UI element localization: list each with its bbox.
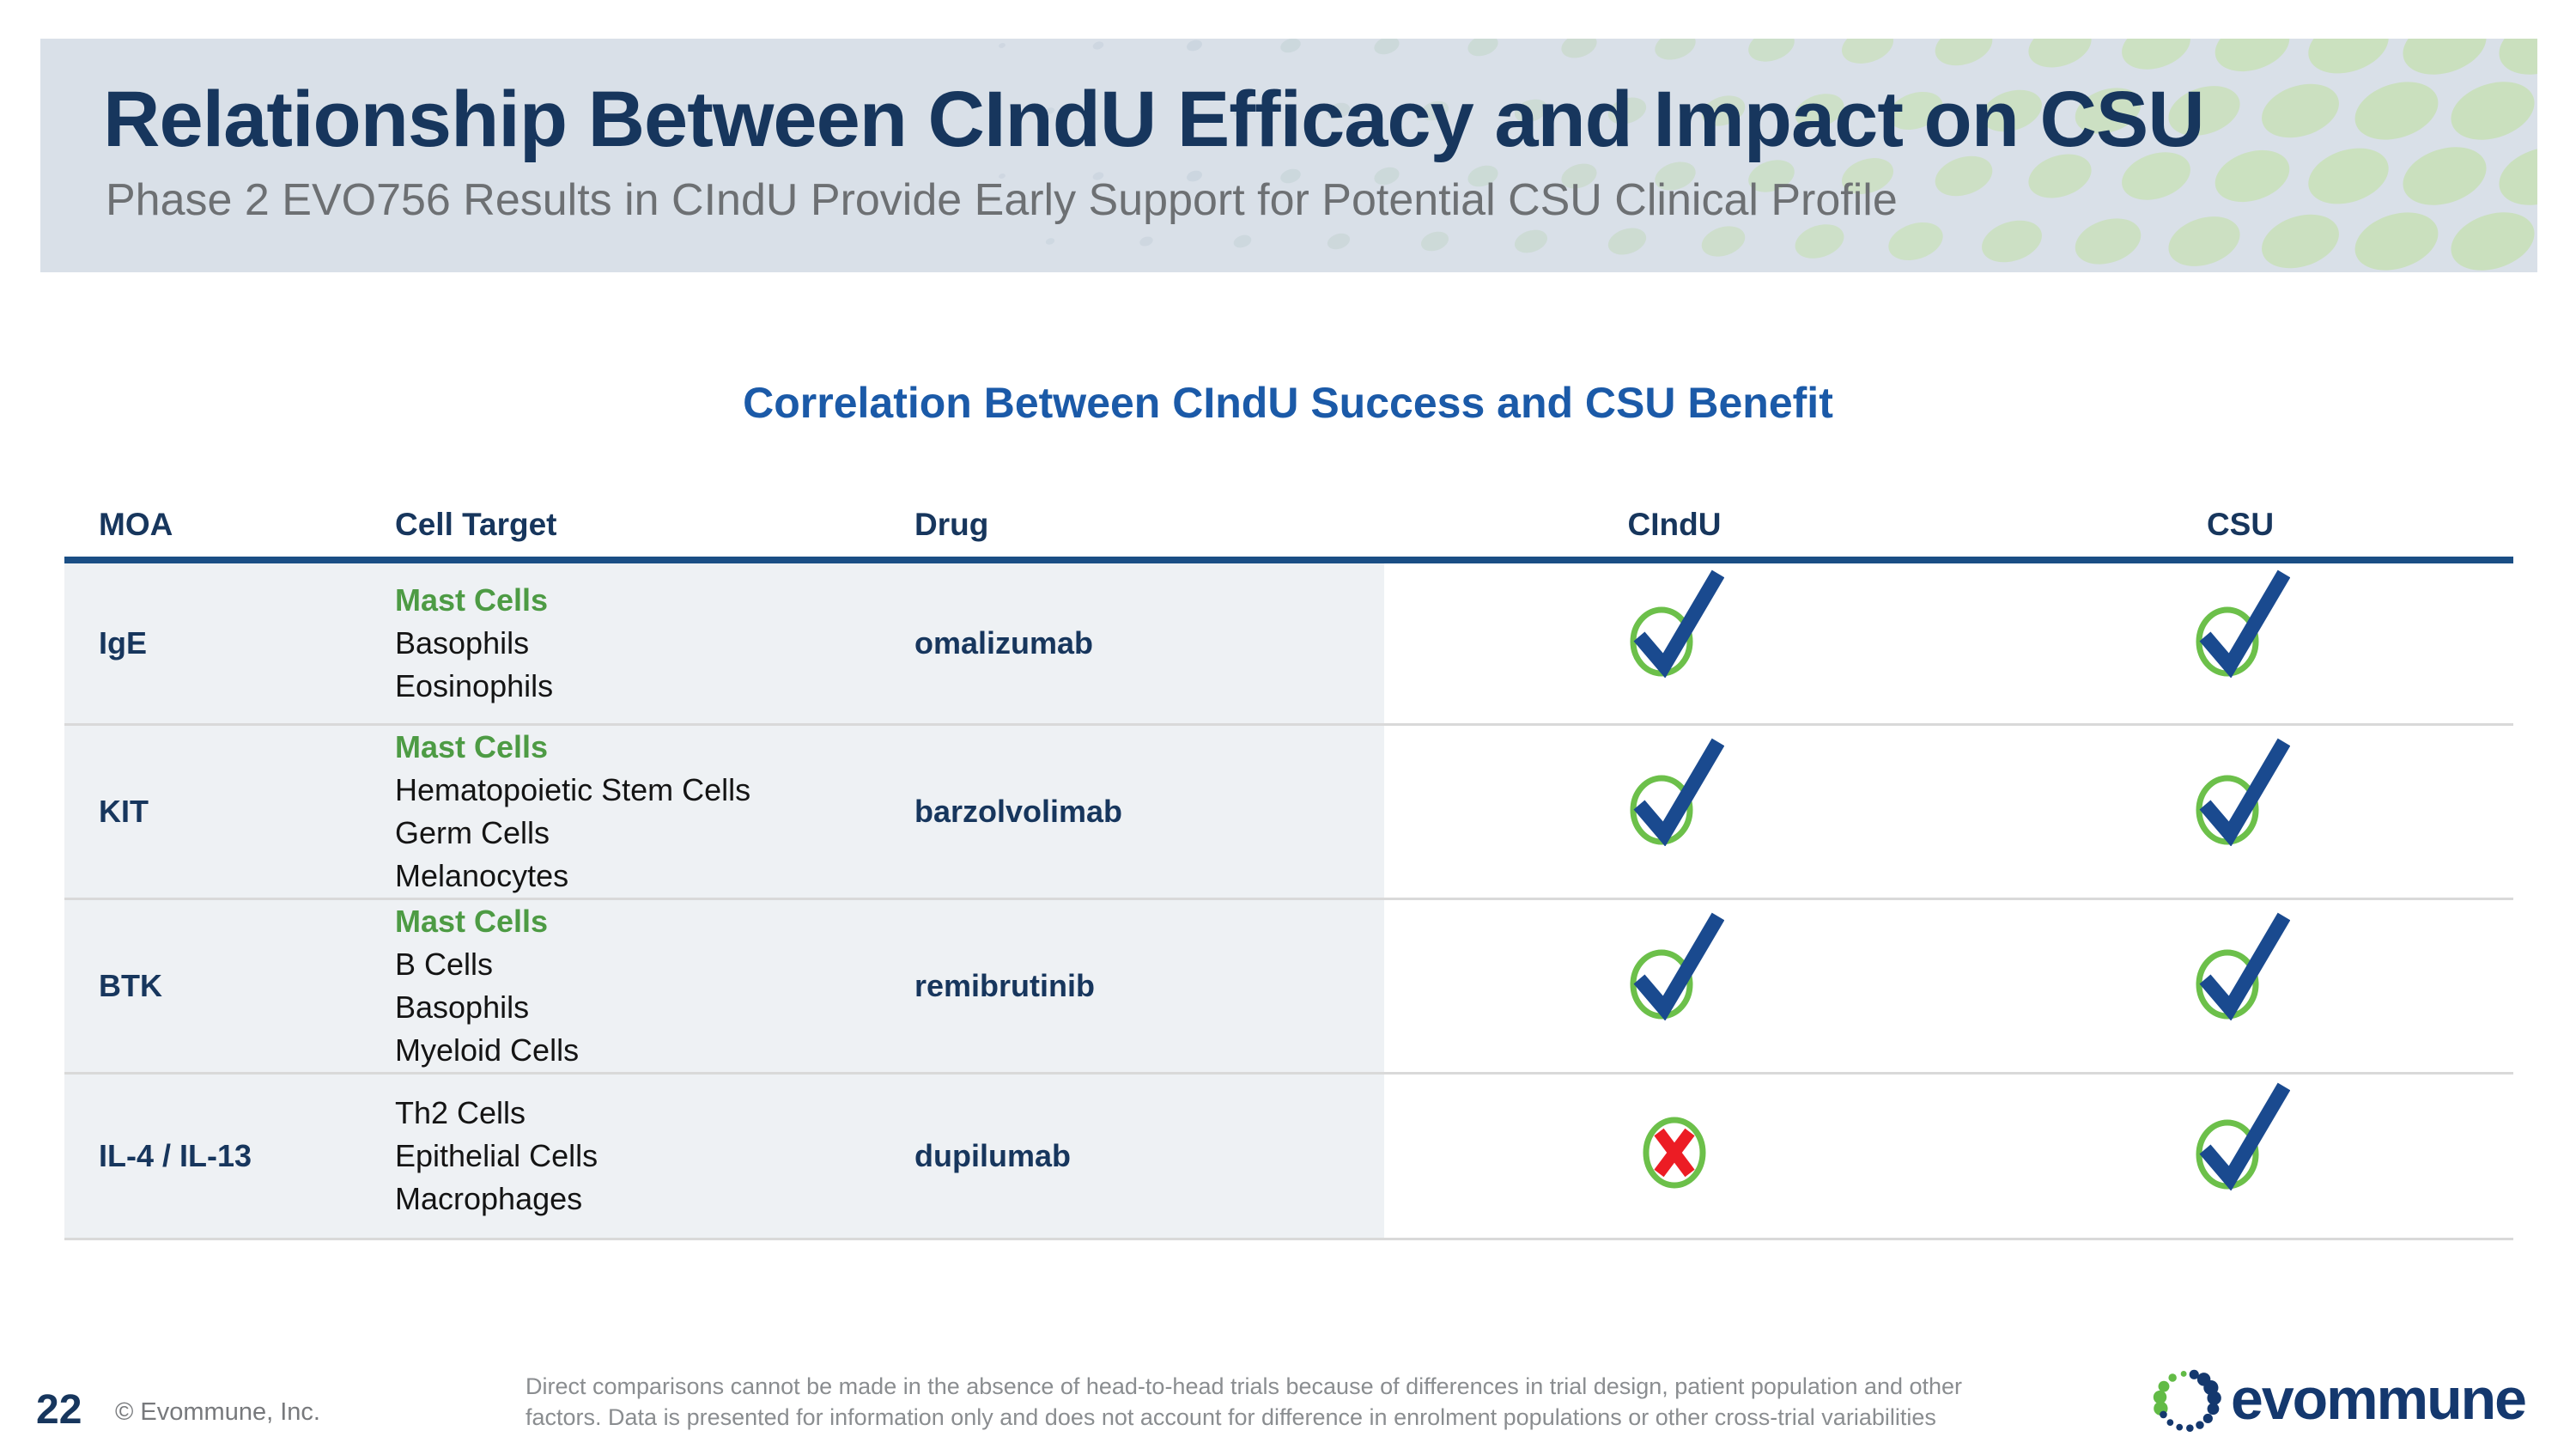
cell-target-line: Epithelial Cells	[395, 1138, 598, 1173]
column-header-drug: Drug	[914, 507, 989, 542]
evommune-logo: evommune	[2150, 1364, 2527, 1438]
cell-target-line: Basophils	[395, 989, 530, 1025]
header-band: Relationship Between CIndU Efficacy and …	[40, 39, 2537, 272]
footnote-line: factors. Data is presented for informati…	[526, 1404, 1936, 1430]
cindu-result	[1417, 900, 1932, 1072]
column-header-cindu: CIndU	[1627, 507, 1722, 542]
cell-target-line: Hematopoietic Stem Cells	[395, 772, 751, 807]
table-left-shading	[64, 563, 1384, 1240]
check-icon	[2191, 566, 2290, 682]
csu-result	[1983, 726, 2498, 898]
cell-target-value: Mast Cells Basophils Eosinophils	[395, 563, 553, 723]
cell-target-value: Mast Cells B Cells Basophils Myeloid Cells	[395, 900, 579, 1072]
cell-target-highlight: Mast Cells	[395, 904, 549, 939]
table-row: IgE Mast Cells Basophils Eosinophils omali…	[64, 563, 2513, 726]
cell-target-line: Germ Cells	[395, 815, 550, 850]
cell-target-value: Mast Cells Hematopoietic Stem Cells Germ C…	[395, 726, 750, 898]
slide-title: Relationship Between CIndU Efficacy and …	[103, 76, 2205, 163]
table-row: BTK Mast Cells B Cells Basophils Myeloid Ce…	[64, 900, 2513, 1075]
moa-value: BTK	[99, 968, 162, 1003]
table-header-row: MOA Cell Target Drug CIndU CSU	[64, 490, 2513, 557]
footnote: Direct comparisons cannot be made in the…	[526, 1371, 1962, 1433]
moa-value: IgE	[99, 625, 148, 661]
moa-value: KIT	[99, 794, 149, 829]
cell-target-line: Eosinophils	[395, 668, 554, 703]
check-icon	[1625, 734, 1724, 850]
cell-target-line: B Cells	[395, 947, 494, 982]
drug-value: remibrutinib	[914, 968, 1096, 1003]
drug-value: omalizumab	[914, 625, 1094, 661]
x-icon	[1636, 1107, 1713, 1197]
csu-result	[1983, 900, 2498, 1072]
evommune-logo-mark	[2153, 1369, 2221, 1432]
check-icon	[2191, 734, 2290, 850]
column-header-moa: MOA	[99, 507, 173, 542]
drug-value: dupilumab	[914, 1138, 1071, 1173]
moa-value: IL-4 / IL-13	[99, 1138, 252, 1173]
csu-result	[1983, 1075, 2498, 1238]
evommune-wordmark: evommune	[2231, 1367, 2527, 1432]
csu-result	[1983, 563, 2498, 723]
check-icon	[2191, 909, 2290, 1025]
header-rule	[64, 557, 2513, 563]
cell-target-highlight: Mast Cells	[395, 582, 549, 618]
drug-value: barzolvolimab	[914, 794, 1123, 829]
halftone-dot-pattern	[999, 39, 2537, 271]
check-icon	[1625, 566, 1724, 682]
column-header-csu: CSU	[2206, 507, 2275, 542]
check-icon	[1625, 909, 1724, 1025]
cindu-result	[1417, 563, 1932, 723]
cell-target-line: Macrophages	[395, 1181, 583, 1216]
copyright-text: © Evommune, Inc.	[115, 1398, 320, 1426]
footnote-line: Direct comparisons cannot be made in the…	[526, 1373, 1963, 1399]
cell-target-value: Th2 Cells Epithelial Cells Macrophages	[395, 1075, 598, 1238]
slide-subtitle: Phase 2 EVO756 Results in CIndU Provide …	[106, 175, 1898, 225]
table-row: IL-4 / IL-13 Th2 Cells Epithelial Cells Ma…	[64, 1075, 2513, 1240]
table-body: IgE Mast Cells Basophils Eosinophils omali…	[64, 563, 2513, 1240]
page-number: 22	[36, 1387, 82, 1433]
cell-target-highlight: Mast Cells	[395, 729, 549, 764]
check-icon	[2191, 1079, 2290, 1195]
section-title: Correlation Between CIndU Success and CS…	[743, 379, 1833, 427]
cell-target-line: Myeloid Cells	[395, 1032, 580, 1068]
table-row: KIT Mast Cells Hematopoietic Stem Cells Ge…	[64, 726, 2513, 900]
column-header-cell-target: Cell Target	[395, 507, 557, 542]
cell-target-line: Basophils	[395, 625, 530, 661]
cell-target-line: Melanocytes	[395, 858, 569, 893]
cell-target-line: Th2 Cells	[395, 1095, 526, 1130]
cindu-result	[1417, 1075, 1932, 1238]
cindu-result	[1417, 726, 1932, 898]
comparison-table: MOA Cell Target Drug CIndU CSU IgE Mast …	[64, 490, 2513, 1240]
